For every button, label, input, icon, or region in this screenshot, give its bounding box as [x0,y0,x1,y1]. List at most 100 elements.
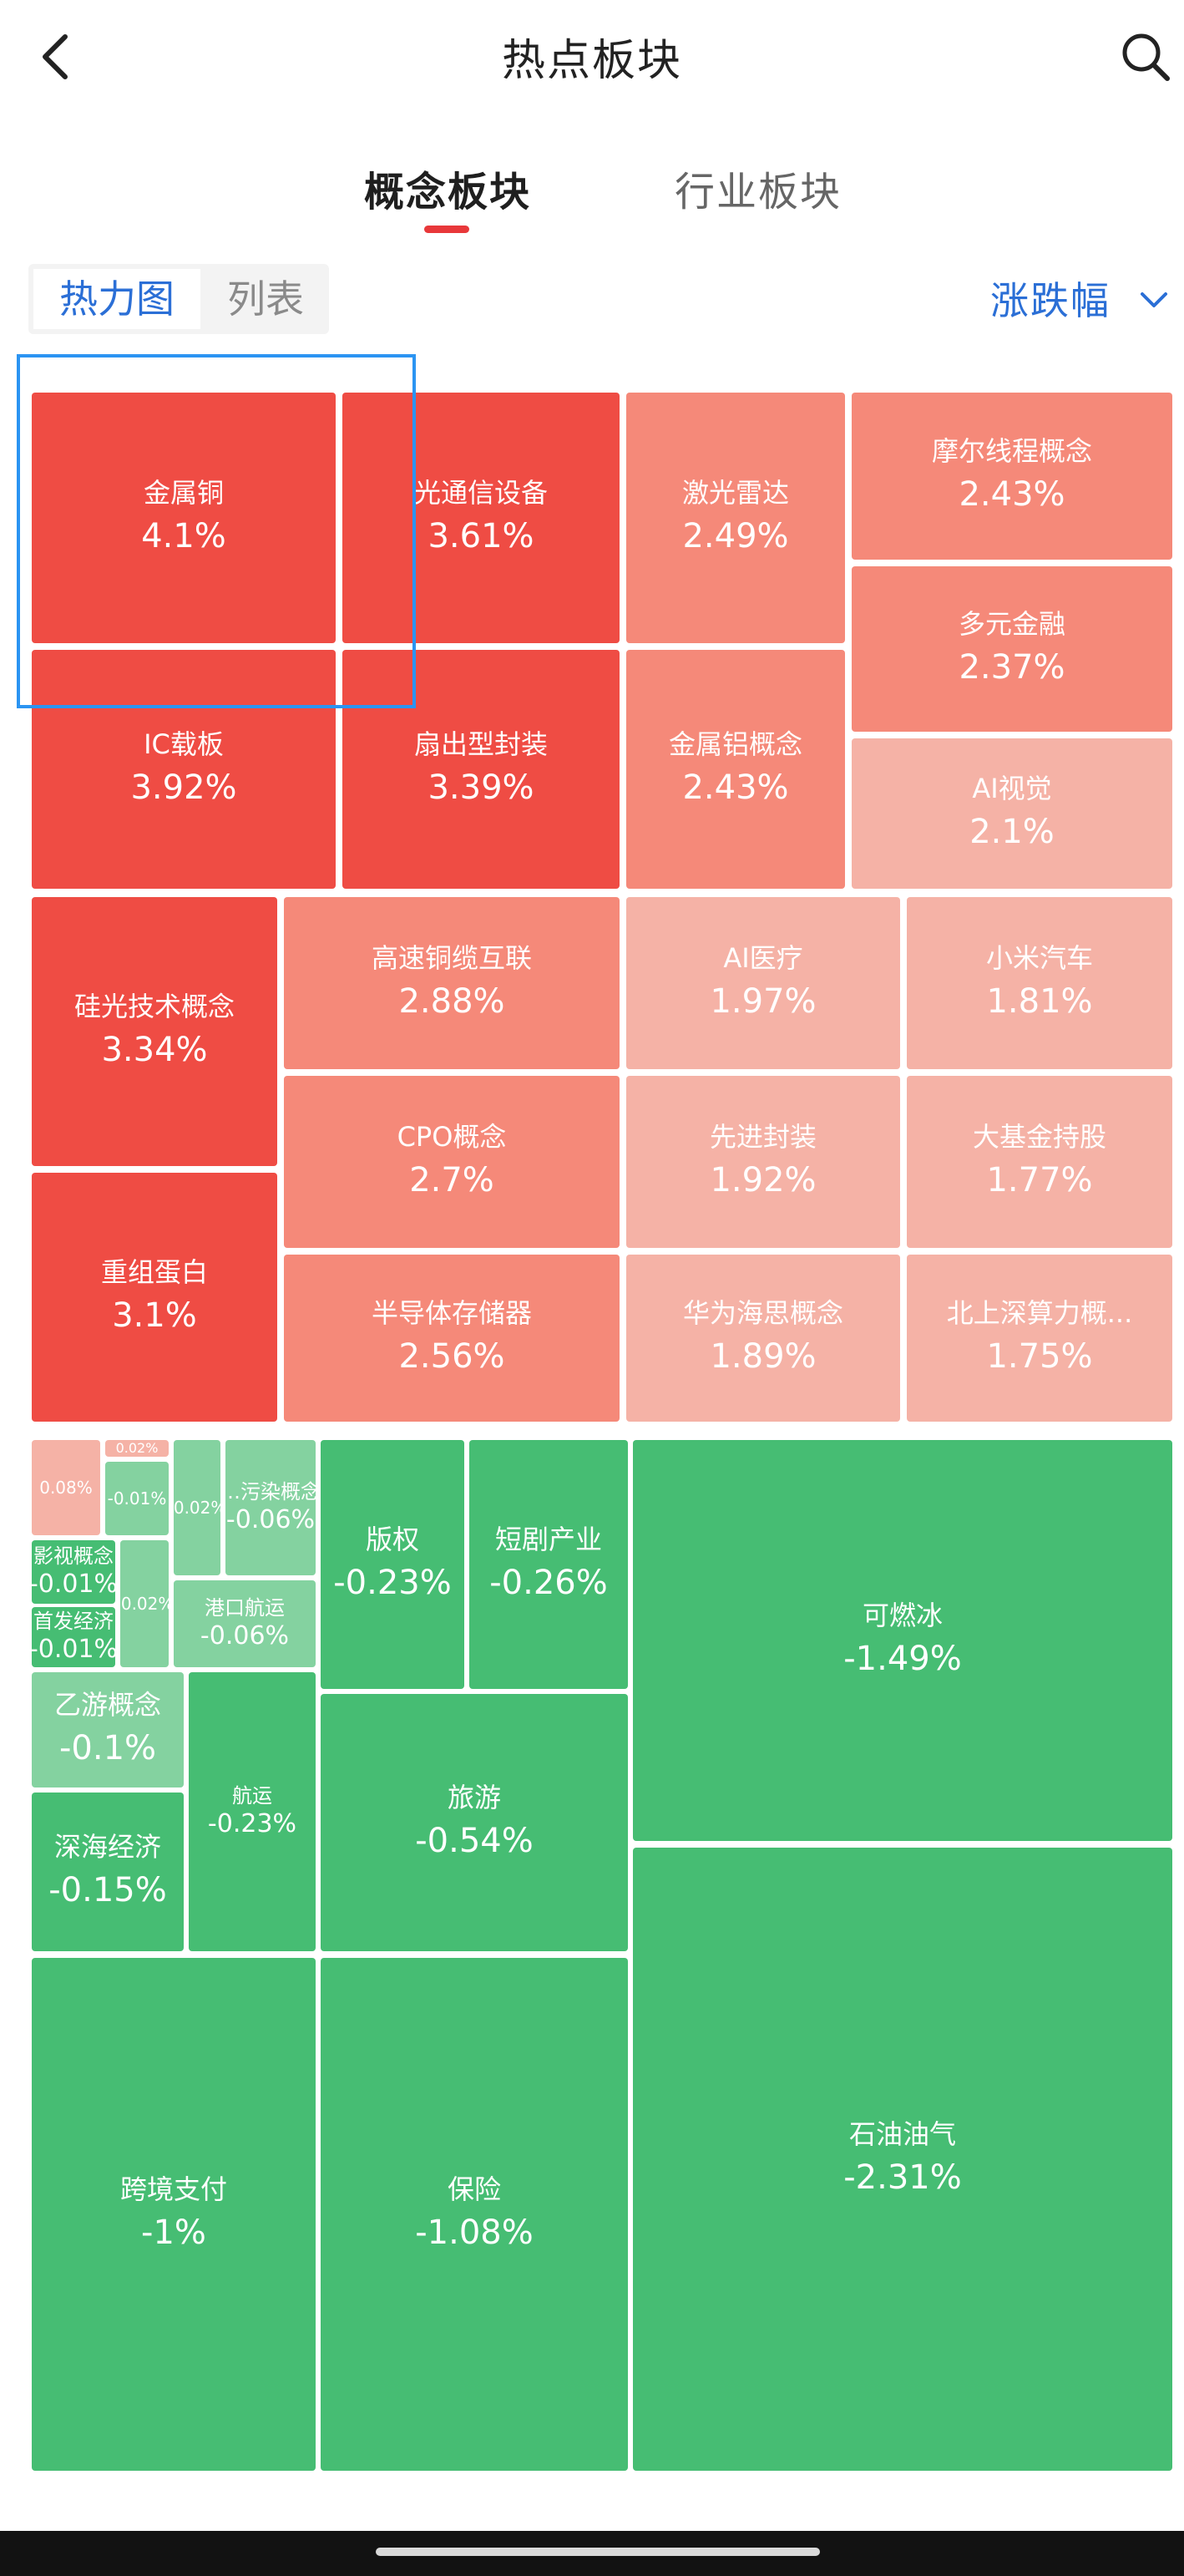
tile-change: 2.43% [682,768,789,807]
heatmap-tile[interactable]: AI医疗 1.97% [626,897,900,1069]
heatmap-tile[interactable]: 石油油气 -2.31% [633,1848,1172,2471]
tile-change: 3.39% [428,768,534,807]
home-indicator[interactable] [376,2548,820,2556]
tile-change: -0.23% [333,1564,452,1602]
heatmap-tile[interactable]: 港口航运 -0.06% [174,1580,316,1667]
tile-change: 2.56% [398,1337,505,1376]
heatmap-tile[interactable]: 跨境支付 -1% [32,1958,316,2471]
tile-name: 光通信设备 [413,477,548,509]
heatmap-tile[interactable]: 多元金融 2.37% [852,566,1172,732]
view-toggle-list[interactable]: 列表 [227,276,304,322]
tile-name: 北上深算力概... [946,1297,1133,1329]
tile-name: 金属铜 [143,477,224,509]
tile-change: -0.23% [207,1809,297,1838]
view-toggle-heatmap[interactable]: 热力图 [33,269,200,329]
tab-industry-sectors[interactable]: 行业板块 [675,169,842,216]
tile-name: 硅光技术概念 [73,991,235,1022]
heatmap-tile[interactable]: 首发经济 -0.01% [32,1607,115,1667]
heatmap-tile[interactable]: 影视概念 -0.01% [32,1540,115,1604]
tile-name: 高速铜缆互联 [371,942,532,974]
tile-change: 1.92% [710,1161,817,1199]
tile-name: 小米汽车 [985,942,1093,974]
tile-name: AI医疗 [723,942,803,974]
heatmap-tile[interactable]: 0.02% [105,1440,169,1457]
heatmap-tile[interactable]: 0.08% [32,1440,100,1535]
heatmap-tile[interactable]: 华为海思概念 1.89% [626,1255,900,1422]
sort-dropdown[interactable]: 涨跌幅 [990,278,1111,323]
tile-name: 可燃冰 [862,1600,943,1631]
page-title: 热点板块 [501,36,682,86]
tile-name: 航运 [232,1784,272,1808]
search-icon[interactable] [1119,30,1172,84]
tile-change: -0.54% [415,1822,534,1860]
heatmap-tile[interactable]: 光通信设备 3.61% [342,393,620,643]
heatmap-tile[interactable]: 激光雷达 2.49% [626,393,845,643]
heatmap-tile[interactable]: 先进封装 1.92% [626,1076,900,1248]
tile-name: 跨境支付 [119,2173,227,2205]
tile-change: 1.81% [986,982,1093,1021]
tile-name: 先进封装 [709,1121,817,1153]
tab-concept-sectors[interactable]: 概念板块 [364,169,532,216]
heatmap-tile[interactable]: IC载板 3.92% [32,650,336,889]
tile-change: 0.08% [39,1478,93,1498]
tile-name: 版权 [365,1524,419,1555]
tile-change: 2.7% [409,1161,494,1199]
tile-change: 3.61% [428,517,534,555]
heatmap-tile[interactable]: AI视觉 2.1% [852,738,1172,889]
tile-name: 重组蛋白 [100,1256,208,1288]
tile-change: 3.1% [112,1296,197,1335]
heatmap-tile[interactable]: 金属铝概念 2.43% [626,650,845,889]
heatmap-tile[interactable]: 高速铜缆互联 2.88% [284,897,620,1069]
chevron-left-icon[interactable] [33,30,83,84]
heatmap-tile[interactable]: 摩尔线程概念 2.43% [852,393,1172,560]
heatmap-tile[interactable]: 版权 -0.23% [321,1440,464,1689]
heatmap-tile[interactable]: -0.02% [174,1440,220,1575]
tile-change: -0.01% [107,1488,167,1509]
tile-change: 2.43% [959,475,1065,514]
heatmap-tile[interactable]: 保险 -1.08% [321,1958,628,2471]
heatmap-tile[interactable]: 深海经济 -0.15% [32,1793,184,1951]
heatmap-tile[interactable]: -0.02% [120,1540,169,1667]
tile-name: …污染概念 [225,1480,316,1504]
tile-change: -1.08% [415,2213,534,2252]
tile-change: -2.31% [843,2158,962,2197]
tile-change: -0.02% [174,1498,220,1518]
heatmap-tile[interactable]: 旅游 -0.54% [321,1694,628,1951]
heatmap-tile[interactable]: 短剧产业 -0.26% [469,1440,628,1689]
heatmap-tile[interactable]: 扇出型封装 3.39% [342,650,620,889]
tile-name: 保险 [447,2173,501,2205]
tile-change: -0.01% [32,1635,115,1664]
heatmap-tile[interactable]: CPO概念 2.7% [284,1076,620,1248]
heatmap-tile[interactable]: 金属铜 4.1% [32,393,336,643]
view-toggle: 热力图 列表 [28,264,329,334]
heatmap-tile[interactable]: 航运 -0.23% [189,1672,316,1951]
selection-highlight [17,354,416,708]
heatmap-tile[interactable]: 乙游概念 -0.1% [32,1672,184,1787]
heatmap-tile[interactable]: 半导体存储器 2.56% [284,1255,620,1422]
tile-change: -0.06% [225,1505,316,1534]
tile-name: 乙游概念 [53,1689,161,1721]
heatmap-tile[interactable]: 重组蛋白 3.1% [32,1173,277,1422]
tile-name: 旅游 [447,1782,501,1813]
tile-change: 1.77% [986,1161,1093,1199]
tile-change: 0.02% [115,1440,159,1456]
heatmap-tile[interactable]: …污染概念 -0.06% [225,1440,316,1575]
tile-change: 2.1% [969,813,1055,851]
heatmap-tile[interactable]: 大基金持股 1.77% [907,1076,1172,1248]
chevron-down-icon[interactable] [1137,287,1171,312]
tile-change: 1.97% [710,982,817,1021]
tile-change: -1.49% [843,1640,962,1678]
tile-change: 2.49% [682,517,789,555]
tile-name: 港口航运 [205,1596,285,1620]
tile-name: AI视觉 [972,773,1052,804]
tile-change: 3.92% [130,768,237,807]
tile-name: 深海经济 [53,1831,161,1863]
tile-change: -1% [141,2213,206,2252]
heatmap-tile[interactable]: 北上深算力概... 1.75% [907,1255,1172,1422]
tile-change: 2.88% [398,982,505,1021]
heatmap-tile[interactable]: 小米汽车 1.81% [907,897,1172,1069]
tile-name: 华为海思概念 [682,1297,843,1329]
heatmap-tile[interactable]: 可燃冰 -1.49% [633,1440,1172,1841]
heatmap-tile[interactable]: 硅光技术概念 3.34% [32,897,277,1166]
heatmap-tile[interactable]: -0.01% [105,1462,169,1535]
